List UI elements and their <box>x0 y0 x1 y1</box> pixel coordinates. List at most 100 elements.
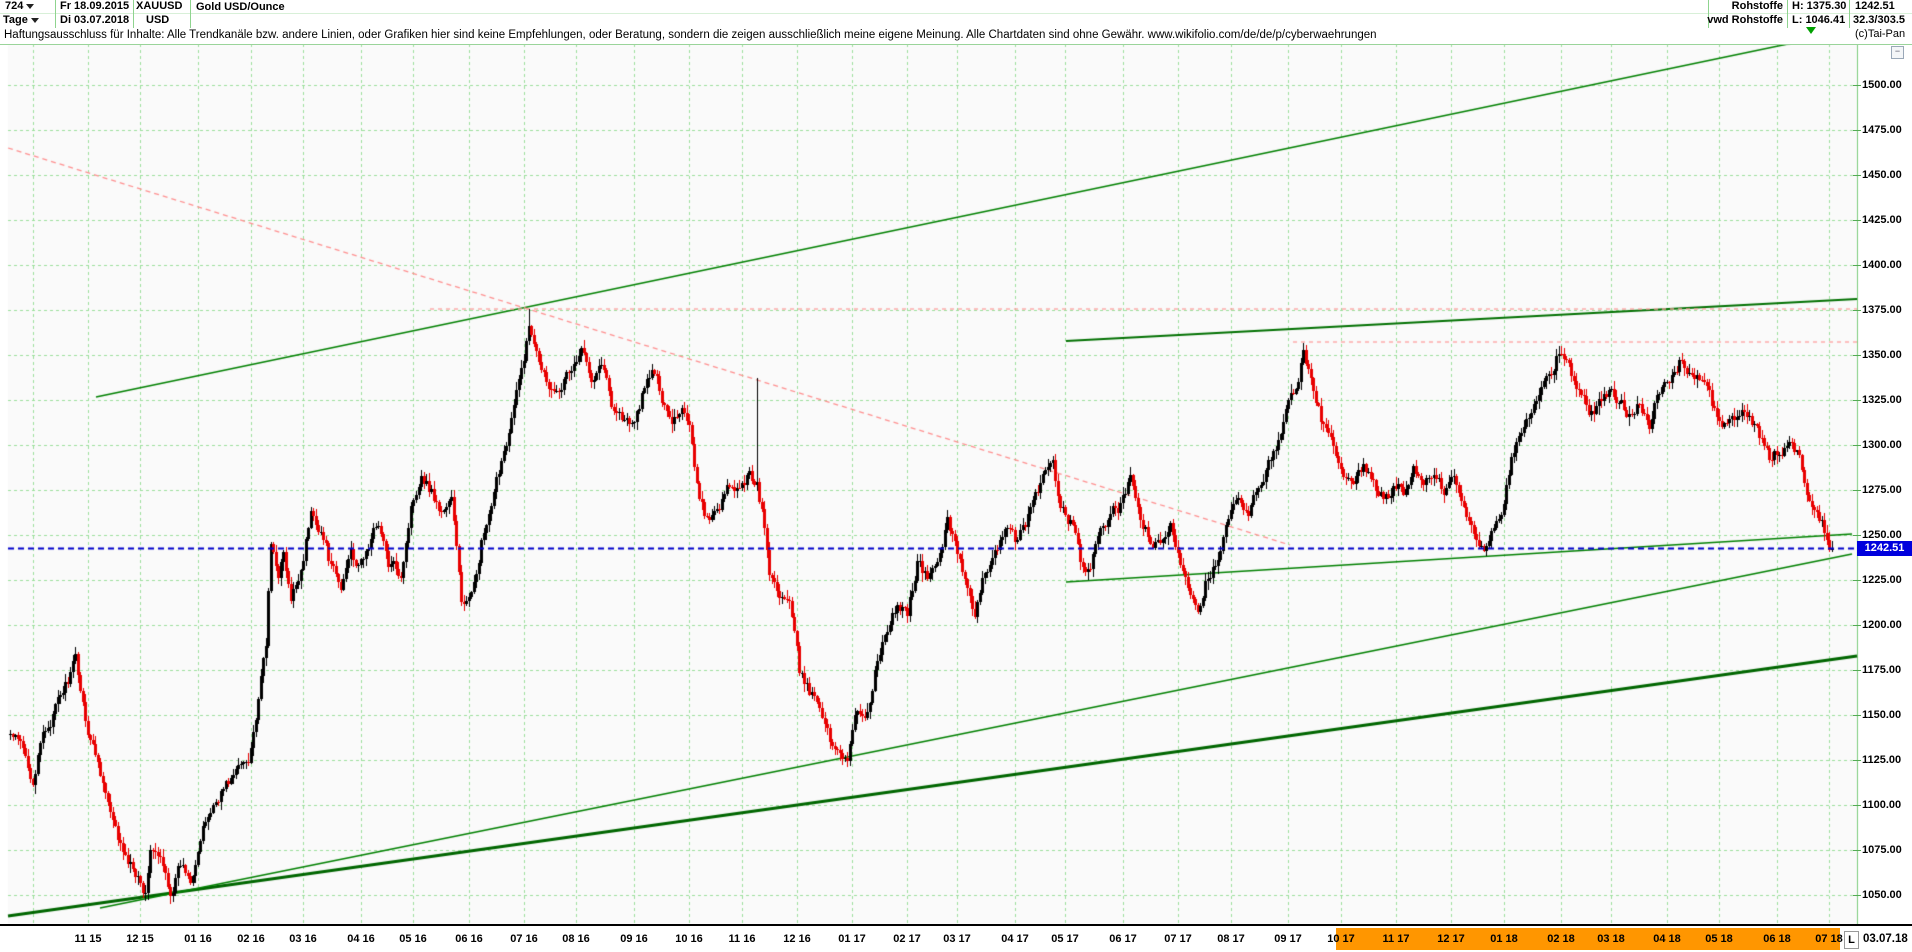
time-axis-label: 12 17 <box>1437 933 1465 945</box>
header-bar: 724 Tage Fr 18.09.2015 Di 03.07.2018 XAU… <box>0 0 1912 29</box>
time-axis[interactable]: 11 15 12 15 01 16 02 16 03 16 04 16 05 16 06 16… <box>0 924 1912 952</box>
last-bar-marker: L <box>1844 931 1859 949</box>
low-value: L: 1046.41 <box>1792 14 1846 26</box>
price-axis-label: 1250.00 <box>1862 529 1902 541</box>
time-axis-label: 06 16 <box>455 933 483 945</box>
time-axis-label: 06 17 <box>1109 933 1137 945</box>
price-axis-label: 1100.00 <box>1862 799 1902 811</box>
price-tick <box>1853 580 1861 581</box>
price-tick <box>1853 490 1861 491</box>
header-row-divider <box>0 13 1912 14</box>
disclaimer-bar: Haftungsausschluss für Inhalte: Alle Tre… <box>0 28 1912 45</box>
date-to: Di 03.07.2018 <box>60 14 130 26</box>
time-axis-label: 02 18 <box>1547 933 1575 945</box>
price-axis-label: 1125.00 <box>1862 754 1902 766</box>
group-label: Rohstoffe <box>1731 0 1783 12</box>
bars-count-dropdown[interactable]: 724 <box>5 0 35 13</box>
price-axis-label: 1225.00 <box>1862 574 1902 586</box>
price-axis-label: 1325.00 <box>1862 394 1902 406</box>
period-dropdown[interactable]: Tage <box>3 14 39 27</box>
time-axis-label: 09 17 <box>1274 933 1302 945</box>
chevron-down-icon <box>26 3 35 9</box>
price-axis-label: 1475.00 <box>1862 124 1902 136</box>
price-tick <box>1853 895 1861 896</box>
time-axis-label: 05 16 <box>399 933 427 945</box>
price-tick <box>1853 535 1861 536</box>
time-axis-label: 04 16 <box>347 933 375 945</box>
price-tick <box>1853 445 1861 446</box>
time-axis-label: 07 16 <box>510 933 538 945</box>
price-tick <box>1853 130 1861 131</box>
time-range-highlight[interactable] <box>1336 928 1840 950</box>
time-axis-label: 03 18 <box>1597 933 1625 945</box>
price-axis-label: 1050.00 <box>1862 889 1902 901</box>
time-axis-label: 08 17 <box>1217 933 1245 945</box>
time-axis-label: 12 16 <box>783 933 811 945</box>
price-axis-label: 1175.00 <box>1862 664 1902 676</box>
time-axis-label: 01 16 <box>184 933 212 945</box>
feed-label: vwd Rohstoffe <box>1707 14 1783 26</box>
time-axis-label: 09 16 <box>620 933 648 945</box>
end-date-label: 03.07.18 <box>1863 933 1908 945</box>
bars-count: 724 <box>5 0 24 12</box>
time-axis-label: 03 16 <box>289 933 317 945</box>
time-axis-label: 02 17 <box>893 933 921 945</box>
price-tick <box>1853 625 1861 626</box>
time-axis-label: 01 17 <box>838 933 866 945</box>
time-axis-label: 02 16 <box>237 933 265 945</box>
time-axis-label: 10 16 <box>675 933 703 945</box>
price-tick <box>1853 220 1861 221</box>
price-tick <box>1853 670 1861 671</box>
price-tick <box>1853 400 1861 401</box>
copyright-label: (c)Tai-Pan <box>1855 28 1906 40</box>
time-axis-label: 06 18 <box>1763 933 1791 945</box>
time-axis-label: 01 18 <box>1490 933 1518 945</box>
time-axis-label: 07 17 <box>1164 933 1192 945</box>
scroll-marker-icon <box>1806 27 1816 34</box>
time-axis-label: 03 17 <box>943 933 971 945</box>
price-axis-label: 1300.00 <box>1862 439 1902 451</box>
disclaimer-text: Haftungsausschluss für Inhalte: Alle Tre… <box>4 29 1377 41</box>
time-axis-label: 10 17 <box>1327 933 1355 945</box>
time-axis-label: 04 18 <box>1653 933 1681 945</box>
collapse-icon[interactable]: − <box>1891 46 1904 59</box>
price-axis-label: 1200.00 <box>1862 619 1902 631</box>
time-axis-label: 12 15 <box>126 933 154 945</box>
price-tick <box>1853 265 1861 266</box>
instrument-title: Gold USD/Ounce <box>196 1 285 13</box>
price-tick <box>1853 805 1861 806</box>
price-axis-label: 1375.00 <box>1862 304 1902 316</box>
price-axis-label: 1500.00 <box>1862 79 1902 91</box>
price-tick <box>1853 85 1861 86</box>
price-axis-label: 1400.00 <box>1862 259 1902 271</box>
range-value: 32.3/303.5 <box>1853 14 1905 26</box>
price-tick <box>1853 850 1861 851</box>
price-tick <box>1853 175 1861 176</box>
price-tick <box>1853 715 1861 716</box>
date-from: Fr 18.09.2015 <box>60 0 130 12</box>
price-axis-label: 1150.00 <box>1862 709 1902 721</box>
time-axis-label: 04 17 <box>1001 933 1029 945</box>
currency: USD <box>146 14 170 26</box>
price-axis-label: 1450.00 <box>1862 169 1902 181</box>
price-axis-label: 1350.00 <box>1862 349 1902 361</box>
time-axis-label: 11 16 <box>728 933 756 945</box>
price-tick <box>1853 760 1861 761</box>
time-axis-label: 11 15 <box>74 933 102 945</box>
time-axis-label: 07 18 <box>1815 933 1843 945</box>
high-value: H: 1375.30 <box>1792 0 1847 12</box>
price-tick <box>1853 355 1861 356</box>
time-axis-label: 05 18 <box>1705 933 1733 945</box>
price-axis-label: 1275.00 <box>1862 484 1902 496</box>
chevron-down-icon <box>30 17 39 23</box>
current-price-tag: 1242.51 <box>1857 541 1912 556</box>
symbol: XAUUSD <box>136 0 183 12</box>
time-axis-label: 05 17 <box>1051 933 1079 945</box>
time-axis-label: 11 17 <box>1382 933 1410 945</box>
last-value: 1242.51 <box>1855 0 1895 12</box>
period-label: Tage <box>3 14 28 26</box>
price-tick <box>1853 310 1861 311</box>
price-axis-label: 1075.00 <box>1862 844 1902 856</box>
